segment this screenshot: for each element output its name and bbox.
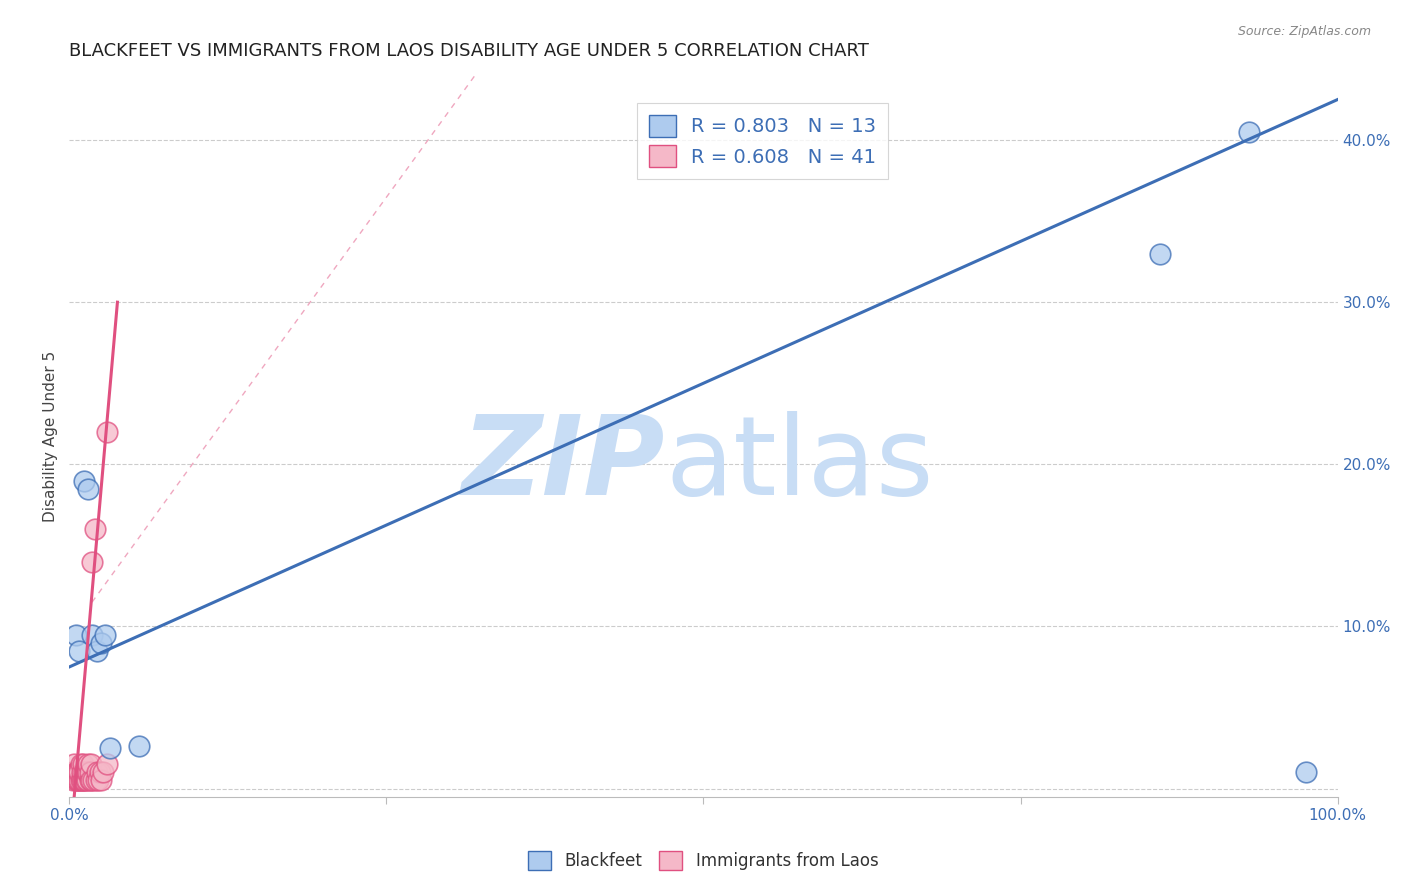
Point xyxy=(80,555,103,569)
Point xyxy=(86,765,108,780)
Point xyxy=(79,765,101,780)
Point xyxy=(76,765,98,780)
Point xyxy=(80,627,103,641)
Point xyxy=(1295,765,1317,780)
Point xyxy=(67,773,90,788)
Point xyxy=(66,765,89,780)
Point xyxy=(69,773,91,788)
Point xyxy=(82,773,104,788)
Point xyxy=(93,627,115,641)
Point xyxy=(66,773,89,788)
Point xyxy=(83,522,105,536)
Point xyxy=(60,765,83,780)
Point xyxy=(73,474,96,488)
Point xyxy=(72,773,94,788)
Point xyxy=(63,765,86,780)
Y-axis label: Disability Age Under 5: Disability Age Under 5 xyxy=(44,351,58,522)
Point xyxy=(77,765,100,780)
Point xyxy=(93,765,115,780)
Point xyxy=(80,773,103,788)
Point xyxy=(98,741,121,756)
Point xyxy=(67,765,90,780)
Text: ZIP: ZIP xyxy=(463,411,665,518)
Point xyxy=(70,773,93,788)
Point xyxy=(73,765,96,780)
Point xyxy=(67,644,90,658)
Point xyxy=(96,425,118,439)
Text: BLACKFEET VS IMMIGRANTS FROM LAOS DISABILITY AGE UNDER 5 CORRELATION CHART: BLACKFEET VS IMMIGRANTS FROM LAOS DISABI… xyxy=(69,42,869,60)
Point xyxy=(67,773,90,788)
Point xyxy=(65,627,87,641)
Point xyxy=(1237,125,1260,139)
Point xyxy=(79,773,101,788)
Point xyxy=(90,635,112,649)
Point xyxy=(76,773,98,788)
Point xyxy=(87,773,110,788)
Point xyxy=(86,644,108,658)
Point xyxy=(80,757,103,772)
Point xyxy=(65,773,87,788)
Point xyxy=(75,765,97,780)
Point xyxy=(65,765,87,780)
Legend: Blackfeet, Immigrants from Laos: Blackfeet, Immigrants from Laos xyxy=(522,844,884,877)
Point xyxy=(128,739,150,754)
Text: atlas: atlas xyxy=(665,411,934,518)
Point xyxy=(77,757,100,772)
Point xyxy=(62,773,84,788)
Point xyxy=(69,757,91,772)
Point xyxy=(1149,246,1171,260)
Point xyxy=(75,773,97,788)
Text: Source: ZipAtlas.com: Source: ZipAtlas.com xyxy=(1237,25,1371,38)
Point xyxy=(73,773,96,788)
Point xyxy=(89,765,111,780)
Legend: R = 0.803   N = 13, R = 0.608   N = 41: R = 0.803 N = 13, R = 0.608 N = 41 xyxy=(637,103,889,179)
Point xyxy=(96,757,118,772)
Point xyxy=(84,773,107,788)
Point xyxy=(72,757,94,772)
Point xyxy=(90,773,112,788)
Point xyxy=(63,757,86,772)
Point xyxy=(70,765,93,780)
Point xyxy=(67,765,90,780)
Point xyxy=(77,482,100,496)
